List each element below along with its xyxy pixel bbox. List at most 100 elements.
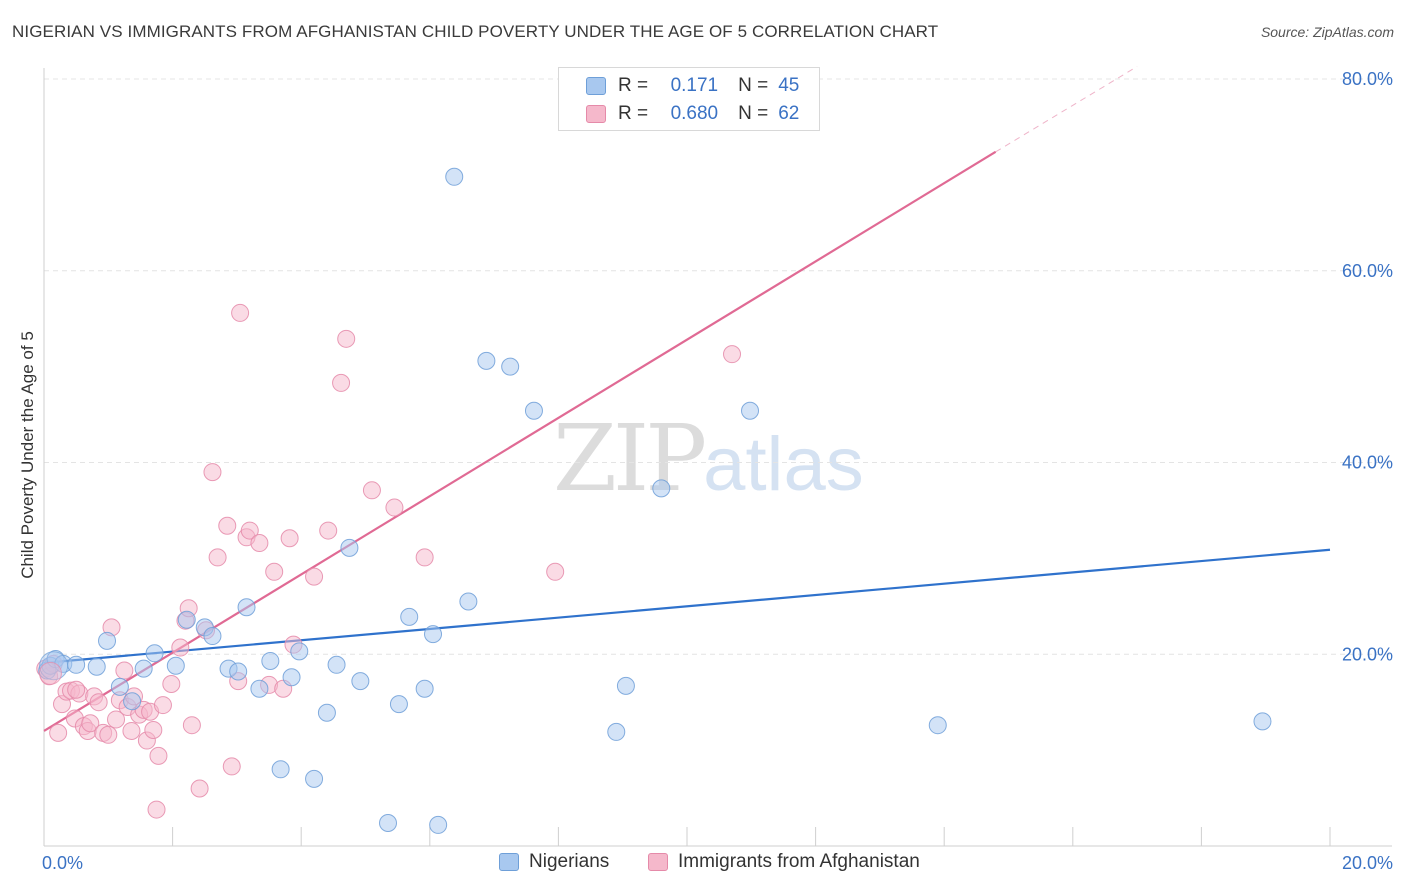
nigerians-point	[415, 679, 434, 698]
afghanistan-point	[149, 746, 168, 765]
r-value: 0.171	[670, 75, 719, 96]
nigerians-point	[250, 679, 269, 698]
afghanistan-point	[305, 567, 324, 586]
nigerians-trend-line	[43, 548, 1331, 664]
nigerians-point	[652, 479, 671, 498]
nigerians-point	[741, 401, 760, 420]
nigerians-point	[400, 607, 419, 626]
nigerians-point	[305, 769, 324, 788]
y-tick-label: 40.0%	[1342, 453, 1393, 473]
afghanistan-point	[319, 521, 338, 540]
chart-title: NIGERIAN VS IMMIGRANTS FROM AFGHANISTAN …	[12, 22, 939, 41]
afghanistan-point	[240, 521, 259, 540]
afghanistan-point	[162, 674, 181, 693]
afghanistan-point	[362, 481, 381, 500]
legend-label: Immigrants from Afghanistan	[678, 851, 920, 872]
tick-labels: 20.0% 40.0% 60.0% 80.0% 0.0% 20.0%	[42, 69, 1393, 873]
source-label: Source: ZipAtlas.com	[1260, 24, 1394, 40]
x-tick-label: 0.0%	[42, 853, 83, 873]
axes	[43, 68, 1392, 847]
x-tick-label: 20.0%	[1342, 853, 1393, 873]
watermark-atlas: atlas	[703, 422, 864, 507]
nigerians-point	[145, 644, 164, 663]
nigerians-point	[87, 657, 106, 676]
nigerians-point	[424, 625, 443, 644]
data-points	[36, 167, 1272, 834]
nigerians-point	[110, 677, 129, 696]
nigerians-point	[340, 538, 359, 557]
nigerians-point	[445, 167, 464, 186]
afghanistan-point	[203, 463, 222, 482]
afghanistan-point	[546, 562, 565, 581]
nigerians-point	[203, 627, 222, 646]
nigerians-point	[327, 655, 346, 674]
nigerians-point	[317, 703, 336, 722]
afghanistan-point	[89, 693, 108, 712]
afghanistan-point	[81, 714, 100, 733]
nigerians-point	[177, 610, 196, 629]
stats-legend: R = 0.171 N = 45 R = 0.680 N = 62	[558, 67, 820, 131]
series-legend: Nigerians Immigrants from Afghanistan	[0, 851, 1406, 877]
afghanistan-point	[337, 329, 356, 348]
nigerians-point	[237, 598, 256, 617]
nigerians-point	[229, 662, 248, 681]
afghanistan-point	[182, 716, 201, 735]
legend-item-nigerians[interactable]: Nigerians	[499, 851, 609, 873]
y-tick-label: 20.0%	[1342, 644, 1393, 664]
nigerians-point	[389, 695, 408, 714]
nigerians-point	[928, 716, 947, 735]
watermark: ZIPatlas	[553, 405, 864, 512]
afghanistan-point	[190, 779, 209, 798]
nigerians-point	[166, 656, 185, 675]
nigerians-swatch	[499, 853, 519, 871]
afghanistan-point	[107, 710, 126, 729]
nigerians-point	[98, 631, 117, 650]
trend-lines	[43, 66, 1331, 732]
r-label: R =	[618, 103, 649, 124]
afghanistan-point	[265, 562, 284, 581]
n-value: 62	[778, 103, 800, 124]
n-label: N =	[738, 75, 769, 96]
legend-label: Nigerians	[529, 851, 610, 872]
grid-lines	[44, 78, 1392, 655]
nigerians-point	[351, 672, 370, 691]
nigerians-point	[501, 357, 520, 376]
afghanistan-point	[250, 534, 269, 553]
n-label: N =	[738, 103, 769, 124]
y-axis-label: Child Poverty Under the Age of 5	[18, 331, 37, 579]
nigerians-swatch	[586, 77, 606, 95]
nigerians-point	[261, 651, 280, 670]
nigerians-point	[379, 813, 398, 832]
nigerians-point	[123, 692, 142, 711]
legend-item-afghanistan[interactable]: Immigrants from Afghanistan	[648, 851, 920, 873]
nigerians-point	[429, 815, 448, 834]
afghanistan-trend-extension	[995, 66, 1138, 153]
afghanistan-swatch	[586, 105, 606, 123]
afghanistan-point	[49, 723, 68, 742]
nigerians-point	[1253, 712, 1272, 731]
y-tick-label: 60.0%	[1342, 261, 1393, 281]
nigerians-point	[67, 655, 86, 674]
nigerians-point	[459, 592, 478, 611]
stats-legend-row-afghanistan: R = 0.680 N = 62	[586, 102, 799, 126]
afghanistan-point	[222, 757, 241, 776]
nigerians-point	[290, 642, 309, 661]
afghanistan-point	[208, 548, 227, 567]
n-value: 45	[778, 75, 800, 96]
nigerians-point	[607, 722, 626, 741]
nigerians-point	[134, 659, 153, 678]
afghanistan-point	[144, 720, 163, 739]
afghanistan-point	[153, 696, 172, 715]
afghanistan-point	[231, 303, 250, 322]
nigerians-point	[524, 401, 543, 420]
afghanistan-point	[723, 345, 742, 364]
nigerians-point	[271, 760, 290, 779]
afghanistan-point	[147, 800, 166, 819]
afghanistan-point	[67, 680, 86, 699]
r-value: 0.680	[670, 103, 719, 124]
nigerians-point	[477, 351, 496, 370]
y-tick-label: 80.0%	[1342, 69, 1393, 89]
afghanistan-point	[122, 721, 141, 740]
afghanistan-point	[115, 661, 134, 680]
afghanistan-point	[280, 529, 299, 548]
